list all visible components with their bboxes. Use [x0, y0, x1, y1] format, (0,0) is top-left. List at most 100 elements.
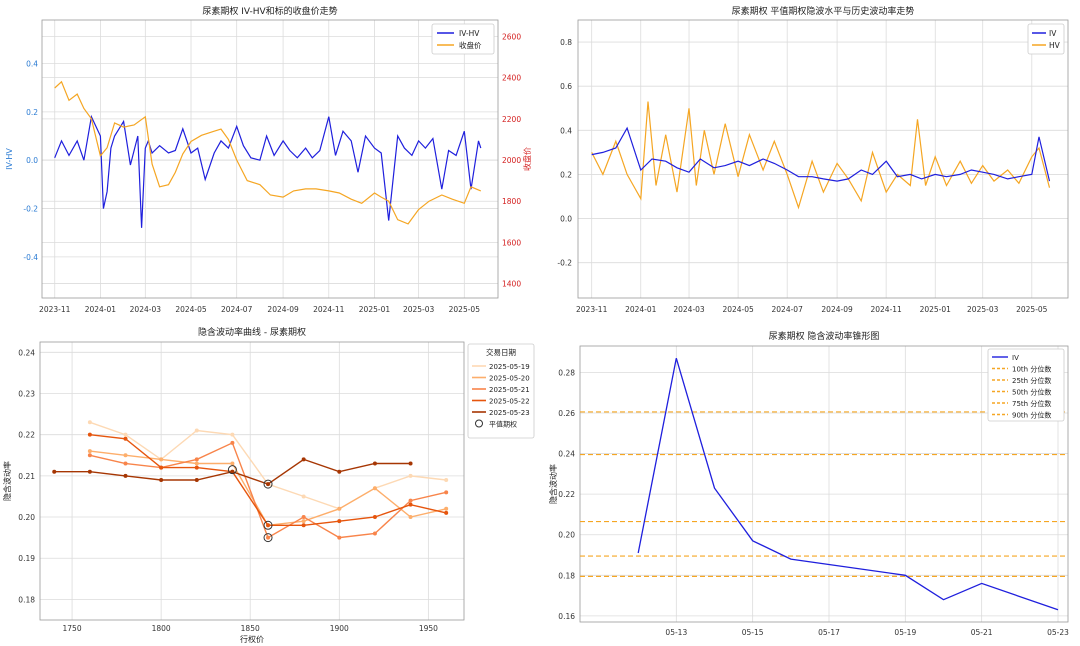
x-tick-label: 05-17 — [818, 628, 840, 637]
smile-point — [159, 465, 164, 470]
smile-point — [123, 473, 128, 478]
x-tick-label: 2024-09 — [267, 305, 299, 314]
x-tick-label: 2024-07 — [221, 305, 253, 314]
smile-point — [87, 420, 92, 425]
x-tick-label: 2025-05 — [1016, 305, 1048, 314]
x-tick-label: 2025-01 — [920, 305, 952, 314]
series-line-iv — [591, 126, 1051, 182]
chart-title: 尿素期权 隐含波动率锥形图 — [769, 330, 880, 342]
series-line-hv — [591, 101, 1051, 210]
y2-tick-label: 2200 — [502, 115, 521, 124]
y2-tick-label: 1800 — [502, 197, 521, 206]
iv-cone-line — [637, 358, 1059, 611]
smile-point — [301, 457, 306, 462]
smile-point — [230, 432, 235, 437]
smile-point — [337, 469, 342, 474]
x-tick-label: 05-23 — [1047, 628, 1069, 637]
chart-atm-iv-hv: 尿素期权 平值期权隐波水平与历史波动率走势 -0.2 0.0 0.2 0.4 0.6 0.8… — [557, 5, 1069, 314]
x-tick-label: 2024-11 — [870, 305, 902, 314]
legend-box — [1027, 23, 1065, 55]
plot-frame — [577, 19, 1069, 299]
legend-box — [431, 23, 495, 55]
legend-label: 2025-05-22 — [489, 398, 530, 406]
x-tick-label: 05-19 — [894, 628, 916, 637]
y-tick-label: 0.20 — [558, 531, 575, 540]
smile-point — [408, 461, 413, 466]
smile-point — [194, 461, 199, 466]
smile-point — [301, 523, 306, 528]
series-line-1 — [54, 80, 482, 225]
smile-point — [444, 477, 449, 482]
smile-point — [230, 461, 235, 466]
legend-box — [987, 348, 1065, 422]
chart-iv-smile: 隐含波动率曲线 - 尿素期权 0.18 0.19 0.20 0.21 0.22 0.23 0.… — [2, 326, 535, 644]
chart-title: 隐含波动率曲线 - 尿素期权 — [198, 326, 306, 338]
plot-frame — [41, 19, 499, 299]
x-tick-label: 2024-11 — [313, 305, 345, 314]
smile-point — [337, 506, 342, 511]
x-tick-label: 1800 — [152, 624, 171, 633]
y-tick-label: 0.18 — [18, 595, 35, 604]
x-tick-label: 1950 — [419, 624, 438, 633]
x-tick-label: 05-13 — [665, 628, 687, 637]
x-tick-label: 2024-07 — [772, 305, 804, 314]
smile-point — [87, 469, 92, 474]
legend-label: 2025-05-19 — [489, 363, 530, 371]
smile-point — [123, 432, 128, 437]
smile-point — [87, 453, 92, 458]
x-tick-label: 2024-01 — [85, 305, 117, 314]
y-tick-label: 0.6 — [560, 82, 572, 91]
x-tick-label: 2024-03 — [673, 305, 705, 314]
y2-tick-label: 2400 — [502, 74, 521, 83]
x-tick-label: 1850 — [241, 624, 260, 633]
x-tick-label: 1750 — [63, 624, 82, 633]
chart-iv-cone: 尿素期权 隐含波动率锥形图 0.16 0.18 0.20 0.22 0.24 0.26 0.2… — [548, 330, 1069, 637]
y-tick-label: 0.19 — [18, 554, 35, 563]
smile-point — [372, 531, 377, 536]
smile-point — [230, 469, 235, 474]
smile-point — [408, 515, 413, 520]
smile-point — [444, 506, 449, 511]
x-tick-label: 2024-09 — [821, 305, 853, 314]
y-tick-label: 0.28 — [558, 368, 575, 377]
y-tick-label: 0.20 — [18, 513, 35, 522]
smile-point — [194, 465, 199, 470]
series-line-0 — [54, 114, 482, 228]
y-tick-label: 0.22 — [18, 431, 35, 440]
y-tick-label: -0.2 — [557, 259, 572, 268]
smile-point — [408, 502, 413, 507]
x-tick-label: 2023-11 — [39, 305, 71, 314]
smile-point — [266, 482, 271, 487]
y-axis-label: 隐含波动率 — [2, 461, 12, 501]
y-axis-label: IV-HV — [5, 148, 14, 170]
y-tick-label: 0.26 — [558, 409, 575, 418]
legend-label: 2025-05-21 — [489, 386, 530, 394]
y-tick-label: 0.4 — [26, 60, 38, 69]
y-tick-label: -0.4 — [23, 253, 38, 262]
smile-point — [337, 519, 342, 524]
smile-point — [444, 510, 449, 515]
x-tick-label: 2024-05 — [175, 305, 207, 314]
legend-label: 平值期权 — [489, 420, 517, 429]
legend-label: 2025-05-23 — [489, 409, 530, 417]
plot-frame — [39, 341, 465, 621]
y-tick-label: 0.2 — [26, 108, 38, 117]
x-tick-label: 2025-05 — [449, 305, 481, 314]
legend-label: 2025-05-20 — [489, 375, 530, 383]
x-tick-label: 2023-11 — [576, 305, 608, 314]
atm-marker — [263, 479, 273, 489]
y2-axis-label: 收盘价 — [522, 147, 532, 171]
smile-point — [123, 436, 128, 441]
chart-title: 尿素期权 平值期权隐波水平与历史波动率走势 — [732, 5, 915, 17]
smile-point — [194, 457, 199, 462]
smile-point — [159, 477, 164, 482]
legend-label: 90th 分位数 — [1012, 411, 1051, 420]
y-tick-label: 0.24 — [558, 450, 575, 459]
chart-iv-hv-close: 尿素期权 IV-HV和标的收盘价走势 -0.4 -0.2 0.0 0.2 0.4 1400 1… — [5, 5, 532, 314]
legend-label: 25th 分位数 — [1012, 376, 1051, 385]
x-tick-label: 05-21 — [971, 628, 993, 637]
x-tick-label: 2025-03 — [403, 305, 435, 314]
smile-point — [301, 515, 306, 520]
y-tick-label: 0.0 — [560, 215, 572, 224]
smile-point — [408, 498, 413, 503]
